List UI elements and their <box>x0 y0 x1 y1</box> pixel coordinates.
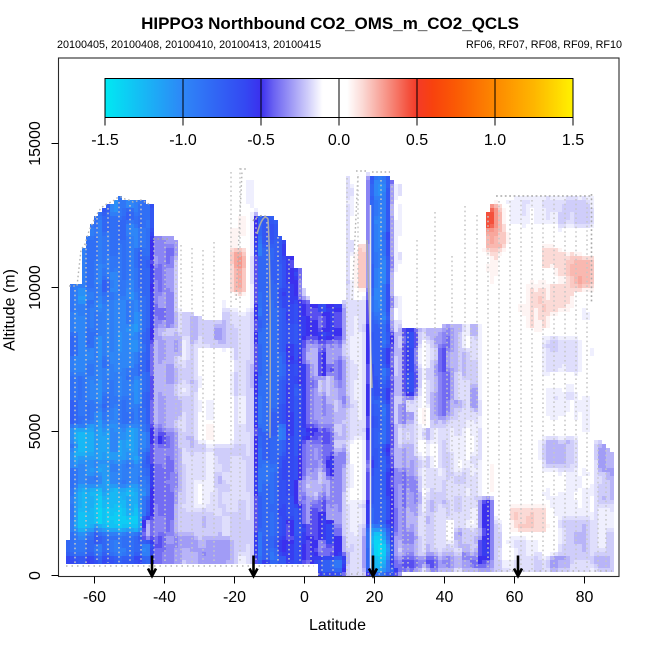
svg-text:-60: -60 <box>83 589 106 606</box>
svg-text:1.5: 1.5 <box>562 132 584 149</box>
svg-text:20100405, 20100408, 20100410,: 20100405, 20100408, 20100410, 20100413, … <box>57 39 321 51</box>
svg-text:1.0: 1.0 <box>484 132 506 149</box>
svg-text:Altitude (m): Altitude (m) <box>2 269 19 351</box>
svg-text:80: 80 <box>576 589 594 606</box>
svg-text:-1.5: -1.5 <box>91 132 119 149</box>
svg-text:-40: -40 <box>153 589 176 606</box>
svg-text:5000: 5000 <box>27 414 44 450</box>
svg-text:40: 40 <box>436 589 454 606</box>
svg-text:-20: -20 <box>223 589 246 606</box>
svg-text:-1.0: -1.0 <box>169 132 197 149</box>
svg-text:10000: 10000 <box>27 265 44 310</box>
svg-text:20: 20 <box>366 589 384 606</box>
svg-text:60: 60 <box>506 589 524 606</box>
svg-text:HIPPO3 Northbound CO2_OMS_m_CO: HIPPO3 Northbound CO2_OMS_m_CO2_QCLS <box>141 14 519 33</box>
svg-text:-0.5: -0.5 <box>247 132 275 149</box>
svg-text:0.5: 0.5 <box>406 132 428 149</box>
svg-text:15000: 15000 <box>27 121 44 166</box>
svg-text:0.0: 0.0 <box>328 132 350 149</box>
svg-text:RF06, RF07, RF08, RF09, RF10: RF06, RF07, RF08, RF09, RF10 <box>466 39 622 51</box>
svg-text:0: 0 <box>27 571 44 580</box>
svg-text:Latitude: Latitude <box>309 617 366 634</box>
svg-text:0: 0 <box>300 589 309 606</box>
